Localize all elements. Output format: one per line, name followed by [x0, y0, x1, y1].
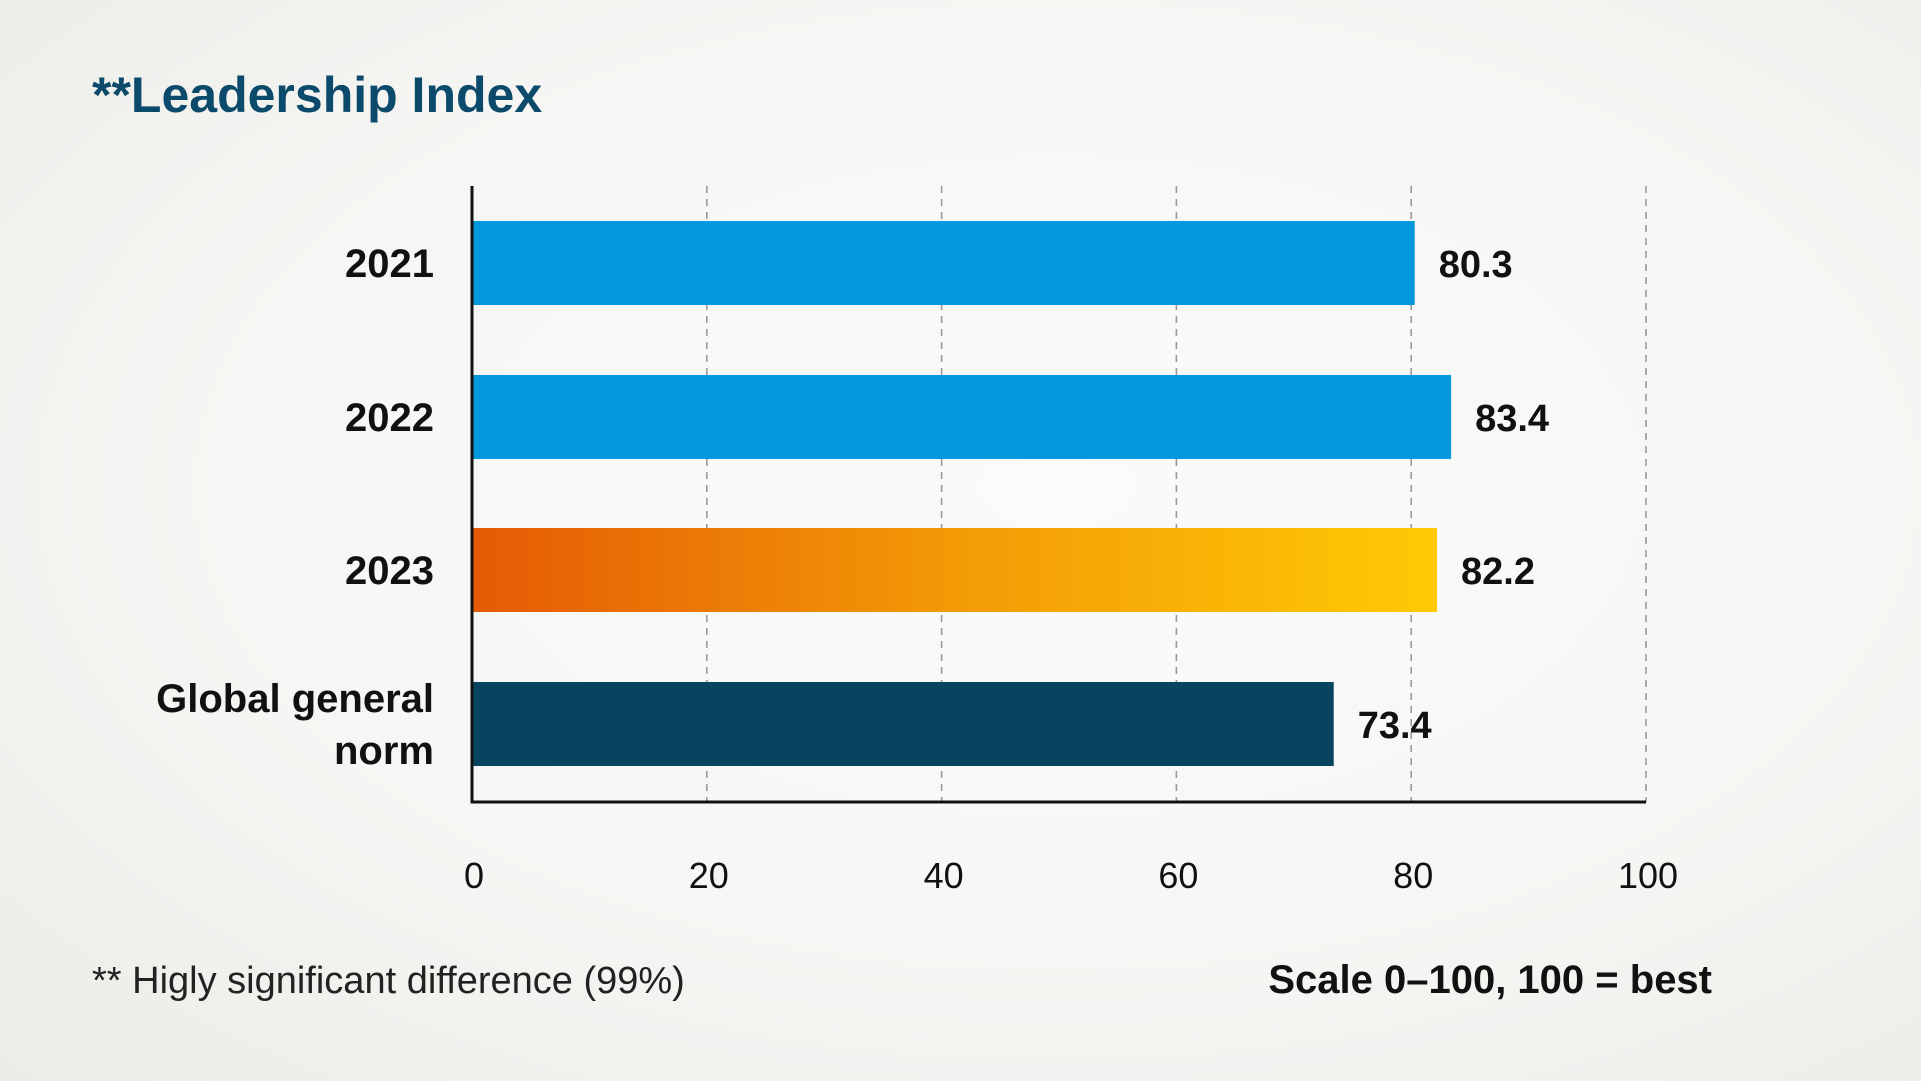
- x-tick-label: 40: [924, 855, 964, 896]
- value-label: 82.2: [1461, 551, 1535, 593]
- x-tick-labels: 0 20 40 60 80 100: [464, 855, 1678, 896]
- category-label: 2022: [345, 396, 434, 440]
- significance-footnote: ** Higly significant difference (99%): [92, 960, 685, 1002]
- bar-73.4: [472, 682, 1334, 766]
- value-label: 83.4: [1475, 398, 1549, 440]
- x-tick-label: 60: [1158, 855, 1198, 896]
- x-tick-label: 20: [689, 855, 729, 896]
- bar-80.3: [472, 221, 1415, 305]
- category-label: norm: [334, 729, 434, 773]
- category-label: 2023: [345, 549, 434, 593]
- bar-82.2: [472, 528, 1438, 612]
- bar-83.4: [472, 375, 1452, 459]
- value-label: 73.4: [1358, 705, 1432, 747]
- value-labels: 80.3 83.4 82.2 73.4: [1358, 244, 1549, 747]
- category-label: 2021: [345, 242, 434, 286]
- scale-note: Scale 0–100, 100 = best: [1268, 958, 1712, 1002]
- x-tick-label: 0: [464, 855, 484, 896]
- bars: [472, 221, 1452, 766]
- category-label: Global general: [156, 677, 434, 721]
- x-tick-label: 80: [1393, 855, 1433, 896]
- value-label: 80.3: [1439, 244, 1513, 286]
- chart-title: **Leadership Index: [92, 67, 542, 123]
- axes: [470, 186, 1646, 804]
- x-tick-label: 100: [1618, 855, 1678, 896]
- category-labels: 2021 2022 2023 Global general norm: [156, 242, 434, 773]
